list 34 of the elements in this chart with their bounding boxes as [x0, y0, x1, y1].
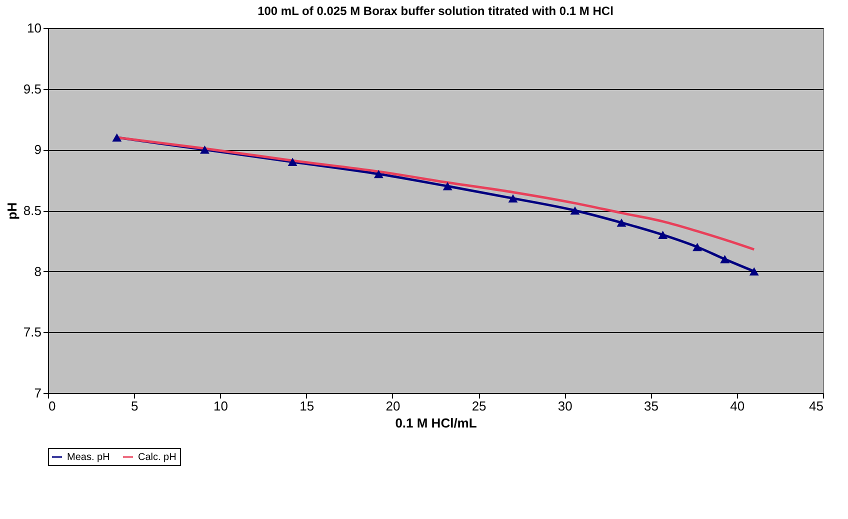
point	[374, 170, 384, 178]
x-axis-title: 0.1 M HCl/mL	[395, 416, 477, 430]
y-tick-label: 8	[34, 264, 42, 279]
point	[692, 242, 702, 252]
x-tick-label: 30	[558, 398, 572, 414]
x-tick-label: 20	[386, 398, 400, 414]
point	[749, 267, 759, 276]
x-tick-label: 25	[472, 398, 486, 414]
y-tick-label: 9.5	[23, 81, 42, 96]
point	[658, 230, 668, 239]
legend-label: Meas. pH	[67, 452, 110, 463]
x-tick-label: 15	[300, 398, 314, 414]
x-tick-label: 10	[213, 398, 228, 414]
y-tick-label: 7	[34, 386, 42, 400]
legend-label: Calc. pH	[138, 452, 176, 463]
point	[720, 255, 730, 264]
y-axis-title: pH	[4, 202, 20, 220]
point	[112, 133, 122, 142]
x-tick-label: 35	[644, 398, 659, 414]
point	[570, 206, 580, 215]
point	[442, 182, 452, 190]
chart-title: 100 mL of 0.025 M Borax buffer solution titrated with 0.1 M HCl	[258, 4, 614, 18]
point	[616, 218, 626, 227]
y-tick-label: 8.5	[23, 203, 42, 218]
y-tick-label: 9	[34, 142, 42, 158]
x-tick-label: 40	[730, 398, 745, 414]
y-tick-label: 10	[27, 20, 42, 36]
point	[200, 146, 210, 154]
x-tick-label: 45	[809, 398, 824, 414]
x-tick-label: 5	[130, 398, 138, 414]
x-tick-label: 0	[48, 398, 56, 414]
point	[288, 158, 298, 166]
y-tick-label: 7.5	[23, 324, 42, 340]
point	[508, 194, 518, 202]
